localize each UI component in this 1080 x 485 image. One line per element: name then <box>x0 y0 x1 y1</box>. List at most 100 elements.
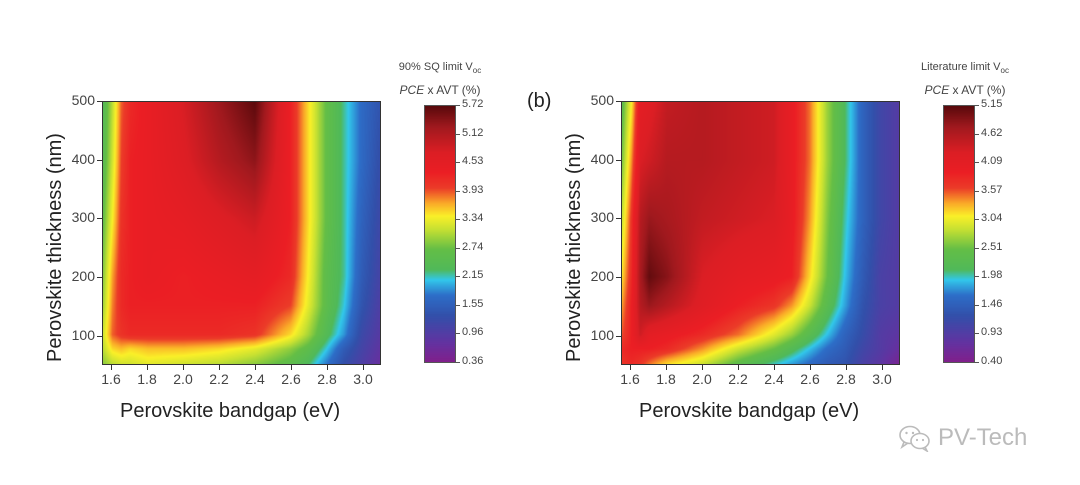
x-tick-mark-b <box>774 365 775 370</box>
colorbar-tick-mark-a <box>456 133 460 135</box>
colorbar-subtitle-b: PCE x AVT (%) <box>905 83 1025 97</box>
colorbar-tick-mark-a <box>456 276 460 278</box>
x-tick-label-a: 2.8 <box>317 371 337 387</box>
colorbar-title-b: Literature limit Voc <box>905 61 1025 75</box>
colorbar-tick-label-b: 0.40 <box>981 355 1003 367</box>
x-tick-mark-a <box>255 365 256 370</box>
y-tick-mark-a <box>97 218 102 220</box>
y-tick-mark-a <box>97 335 102 337</box>
x-tick-mark-a <box>363 365 364 370</box>
colorbar-title-b-text: Literature limit V <box>921 61 1001 73</box>
colorbar-tick-mark-a <box>456 362 460 363</box>
colorbar-tick-label-b: 4.09 <box>981 155 1003 168</box>
x-tick-mark-a <box>147 365 148 370</box>
colorbar-tick-label-a: 0.36 <box>462 355 484 367</box>
watermark: PV-Tech <box>898 424 1027 452</box>
x-tick-mark-b <box>738 365 739 370</box>
y-tick-mark-a <box>97 101 102 102</box>
x-tick-mark-a <box>291 365 292 370</box>
y-tick-label-a: 300 <box>71 209 95 226</box>
y-tick-label-b: 500 <box>590 92 614 108</box>
x-tick-label-b: 2.6 <box>800 371 820 387</box>
y-tick-label-b: 100 <box>590 326 614 343</box>
colorbar-tick-mark-b <box>975 276 979 278</box>
colorbar-a <box>424 105 456 363</box>
colorbar-tick-label-b: 1.46 <box>981 297 1003 310</box>
x-tick-label-a: 2.6 <box>281 371 301 387</box>
x-tick-mark-a <box>219 365 220 370</box>
wechat-icon <box>898 424 932 452</box>
colorbar-tick-label-a: 2.74 <box>462 240 484 253</box>
colorbar-tick-mark-b <box>975 219 979 221</box>
colorbar-tick-mark-a <box>456 247 460 249</box>
colorbar-subtitle-a: PCE x AVT (%) <box>380 83 500 97</box>
colorbar-tick-mark-b <box>975 162 979 164</box>
colorbar-tick-mark-a <box>456 333 460 335</box>
colorbar-tick-mark-b <box>975 133 979 135</box>
y-tick-label-b: 200 <box>590 268 614 284</box>
x-tick-mark-a <box>183 365 184 370</box>
x-tick-label-a: 3.0 <box>353 371 373 387</box>
colorbar-tick-label-a: 1.55 <box>462 297 484 310</box>
y-tick-mark-b <box>616 159 621 161</box>
colorbar-tick-mark-a <box>456 190 460 192</box>
colorbar-subtitle-b-rest: x AVT (%) <box>949 83 1006 97</box>
colorbar-tick-mark-a <box>456 219 460 221</box>
colorbar-tick-mark-a <box>456 105 460 106</box>
y-tick-mark-b <box>616 277 621 278</box>
x-tick-label-b: 2.8 <box>836 371 856 387</box>
x-tick-label-b: 1.8 <box>656 371 676 387</box>
colorbar-title-a-sub: oc <box>472 66 482 76</box>
colorbar-b <box>943 105 975 363</box>
colorbar-title-a-text: 90% SQ limit V <box>398 61 473 73</box>
colorbar-tick-label-b: 4.62 <box>981 126 1003 139</box>
x-tick-label-a: 1.8 <box>137 371 157 387</box>
x-tick-mark-b <box>846 365 847 370</box>
colorbar-tick-label-b: 5.15 <box>981 98 1003 110</box>
y-tick-label-a: 100 <box>71 326 95 343</box>
colorbar-tick-label-a: 5.12 <box>462 126 484 139</box>
colorbar-title-a: 90% SQ limit V​oc <box>380 61 500 75</box>
colorbar-title-b-sub: oc <box>1000 66 1009 76</box>
panel-label-b: (b) <box>527 90 552 112</box>
colorbar-tick-mark-b <box>975 247 979 249</box>
colorbar-tick-label-b: 2.51 <box>981 240 1003 253</box>
x-tick-mark-b <box>630 365 631 370</box>
x-tick-label-a: 2.4 <box>245 371 265 387</box>
colorbar-tick-mark-b <box>975 190 979 192</box>
colorbar-subtitle-b-pce: PCE <box>924 83 950 97</box>
x-axis-label-a: Perovskite bandgap (eV) <box>120 400 341 422</box>
colorbar-subtitle-a-pce: PCE <box>399 83 425 97</box>
y-tick-label-b: 300 <box>590 209 614 226</box>
x-tick-mark-b <box>702 365 703 370</box>
colorbar-tick-label-b: 3.57 <box>981 183 1003 196</box>
colorbar-tick-mark-b <box>975 105 979 106</box>
y-tick-mark-a <box>97 159 102 161</box>
y-tick-mark-a <box>97 277 102 278</box>
x-tick-mark-b <box>666 365 667 370</box>
colorbar-tick-mark-b <box>975 362 979 363</box>
colorbar-tick-mark-a <box>456 304 460 306</box>
colorbar-tick-label-a: 3.93 <box>462 183 484 196</box>
x-tick-label-b: 2.2 <box>728 371 748 387</box>
heatmap-b <box>621 101 900 365</box>
chart-panel-a: Perovskite thickness (nm) Perovskite ban… <box>44 61 500 422</box>
y-tick-label-a: 200 <box>71 268 95 284</box>
x-tick-mark-a <box>327 365 328 370</box>
colorbar-tick-label-a: 3.34 <box>462 212 484 225</box>
colorbar-tick-label-a: 0.96 <box>462 326 484 339</box>
x-tick-label-a: 2.0 <box>173 371 193 387</box>
x-tick-mark-a <box>111 365 112 370</box>
x-tick-label-b: 2.0 <box>692 371 712 387</box>
y-tick-label-b: 400 <box>590 150 614 167</box>
y-tick-mark-b <box>616 101 621 102</box>
colorbar-tick-label-a: 5.72 <box>462 98 484 110</box>
x-tick-mark-b <box>810 365 811 370</box>
x-tick-label-b: 1.6 <box>620 371 640 387</box>
colorbar-tick-mark-b <box>975 304 979 306</box>
x-tick-label-a: 1.6 <box>101 371 121 387</box>
colorbar-tick-label-a: 2.15 <box>462 269 484 282</box>
colorbar-subtitle-a-rest: x AVT (%) <box>424 83 481 97</box>
colorbar-tick-label-b: 1.98 <box>981 269 1003 282</box>
y-tick-label-a: 400 <box>71 150 95 167</box>
